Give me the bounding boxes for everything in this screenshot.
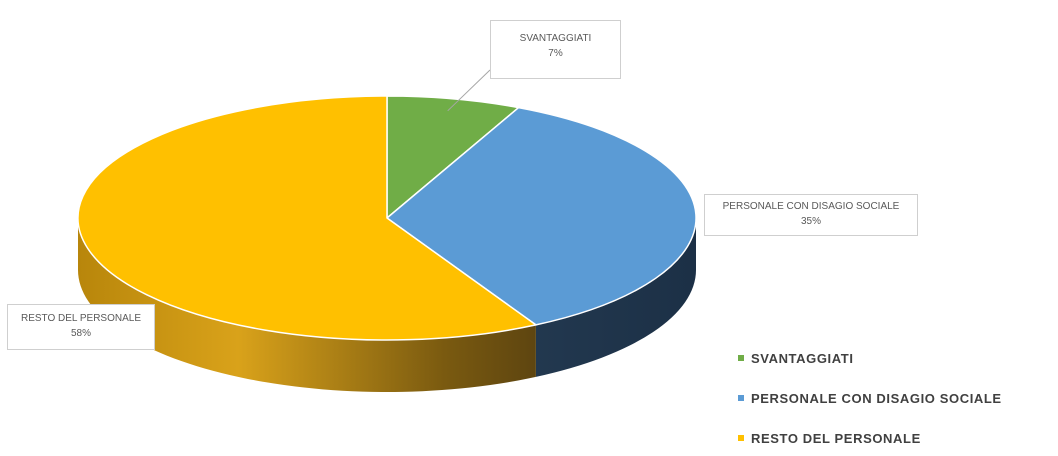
data-label-value: 7% <box>548 48 563 59</box>
data-label-personale-disagio: PERSONALE CON DISAGIO SOCIALE 35% <box>704 194 918 236</box>
data-label-category: RESTO DEL PERSONALE <box>20 313 142 324</box>
pie-slice-side <box>535 218 696 377</box>
legend-swatch <box>738 355 744 361</box>
chart-legend: SVANTAGGIATI PERSONALE CON DISAGIO SOCIA… <box>738 346 1053 456</box>
legend-item-personale-disagio: PERSONALE CON DISAGIO SOCIALE <box>738 386 1053 410</box>
legend-label: SVANTAGGIATI <box>751 350 854 366</box>
pie-slice-personale-con-disagio-sociale <box>386 106 697 326</box>
pie-slice-side <box>78 218 536 392</box>
data-label-category: PERSONALE CON DISAGIO SOCIALE <box>722 201 900 212</box>
legend-label: PERSONALE CON DISAGIO SOCIALE <box>751 390 1002 406</box>
pie-slice-svantaggiati <box>386 95 520 219</box>
slice-layer <box>77 95 697 392</box>
legend-swatch <box>738 395 744 401</box>
legend-label: RESTO DEL PERSONALE <box>751 430 921 446</box>
data-label-value: 58% <box>70 328 91 339</box>
legend-item-svantaggiati: SVANTAGGIATI <box>738 346 1053 370</box>
legend-swatch <box>738 435 744 441</box>
data-label-category: SVANTAGGIATI <box>519 33 592 44</box>
data-label-value: 35% <box>800 216 821 227</box>
legend-item-resto-personale: RESTO DEL PERSONALE <box>738 426 1053 450</box>
leader-line <box>447 69 491 112</box>
data-label-resto-personale: RESTO DEL PERSONALE 58% <box>7 304 155 350</box>
leader-layer <box>447 69 491 112</box>
pie-slice-resto-del-personale <box>77 95 537 341</box>
data-label-svantaggiati: SVANTAGGIATI 7% <box>490 20 621 79</box>
